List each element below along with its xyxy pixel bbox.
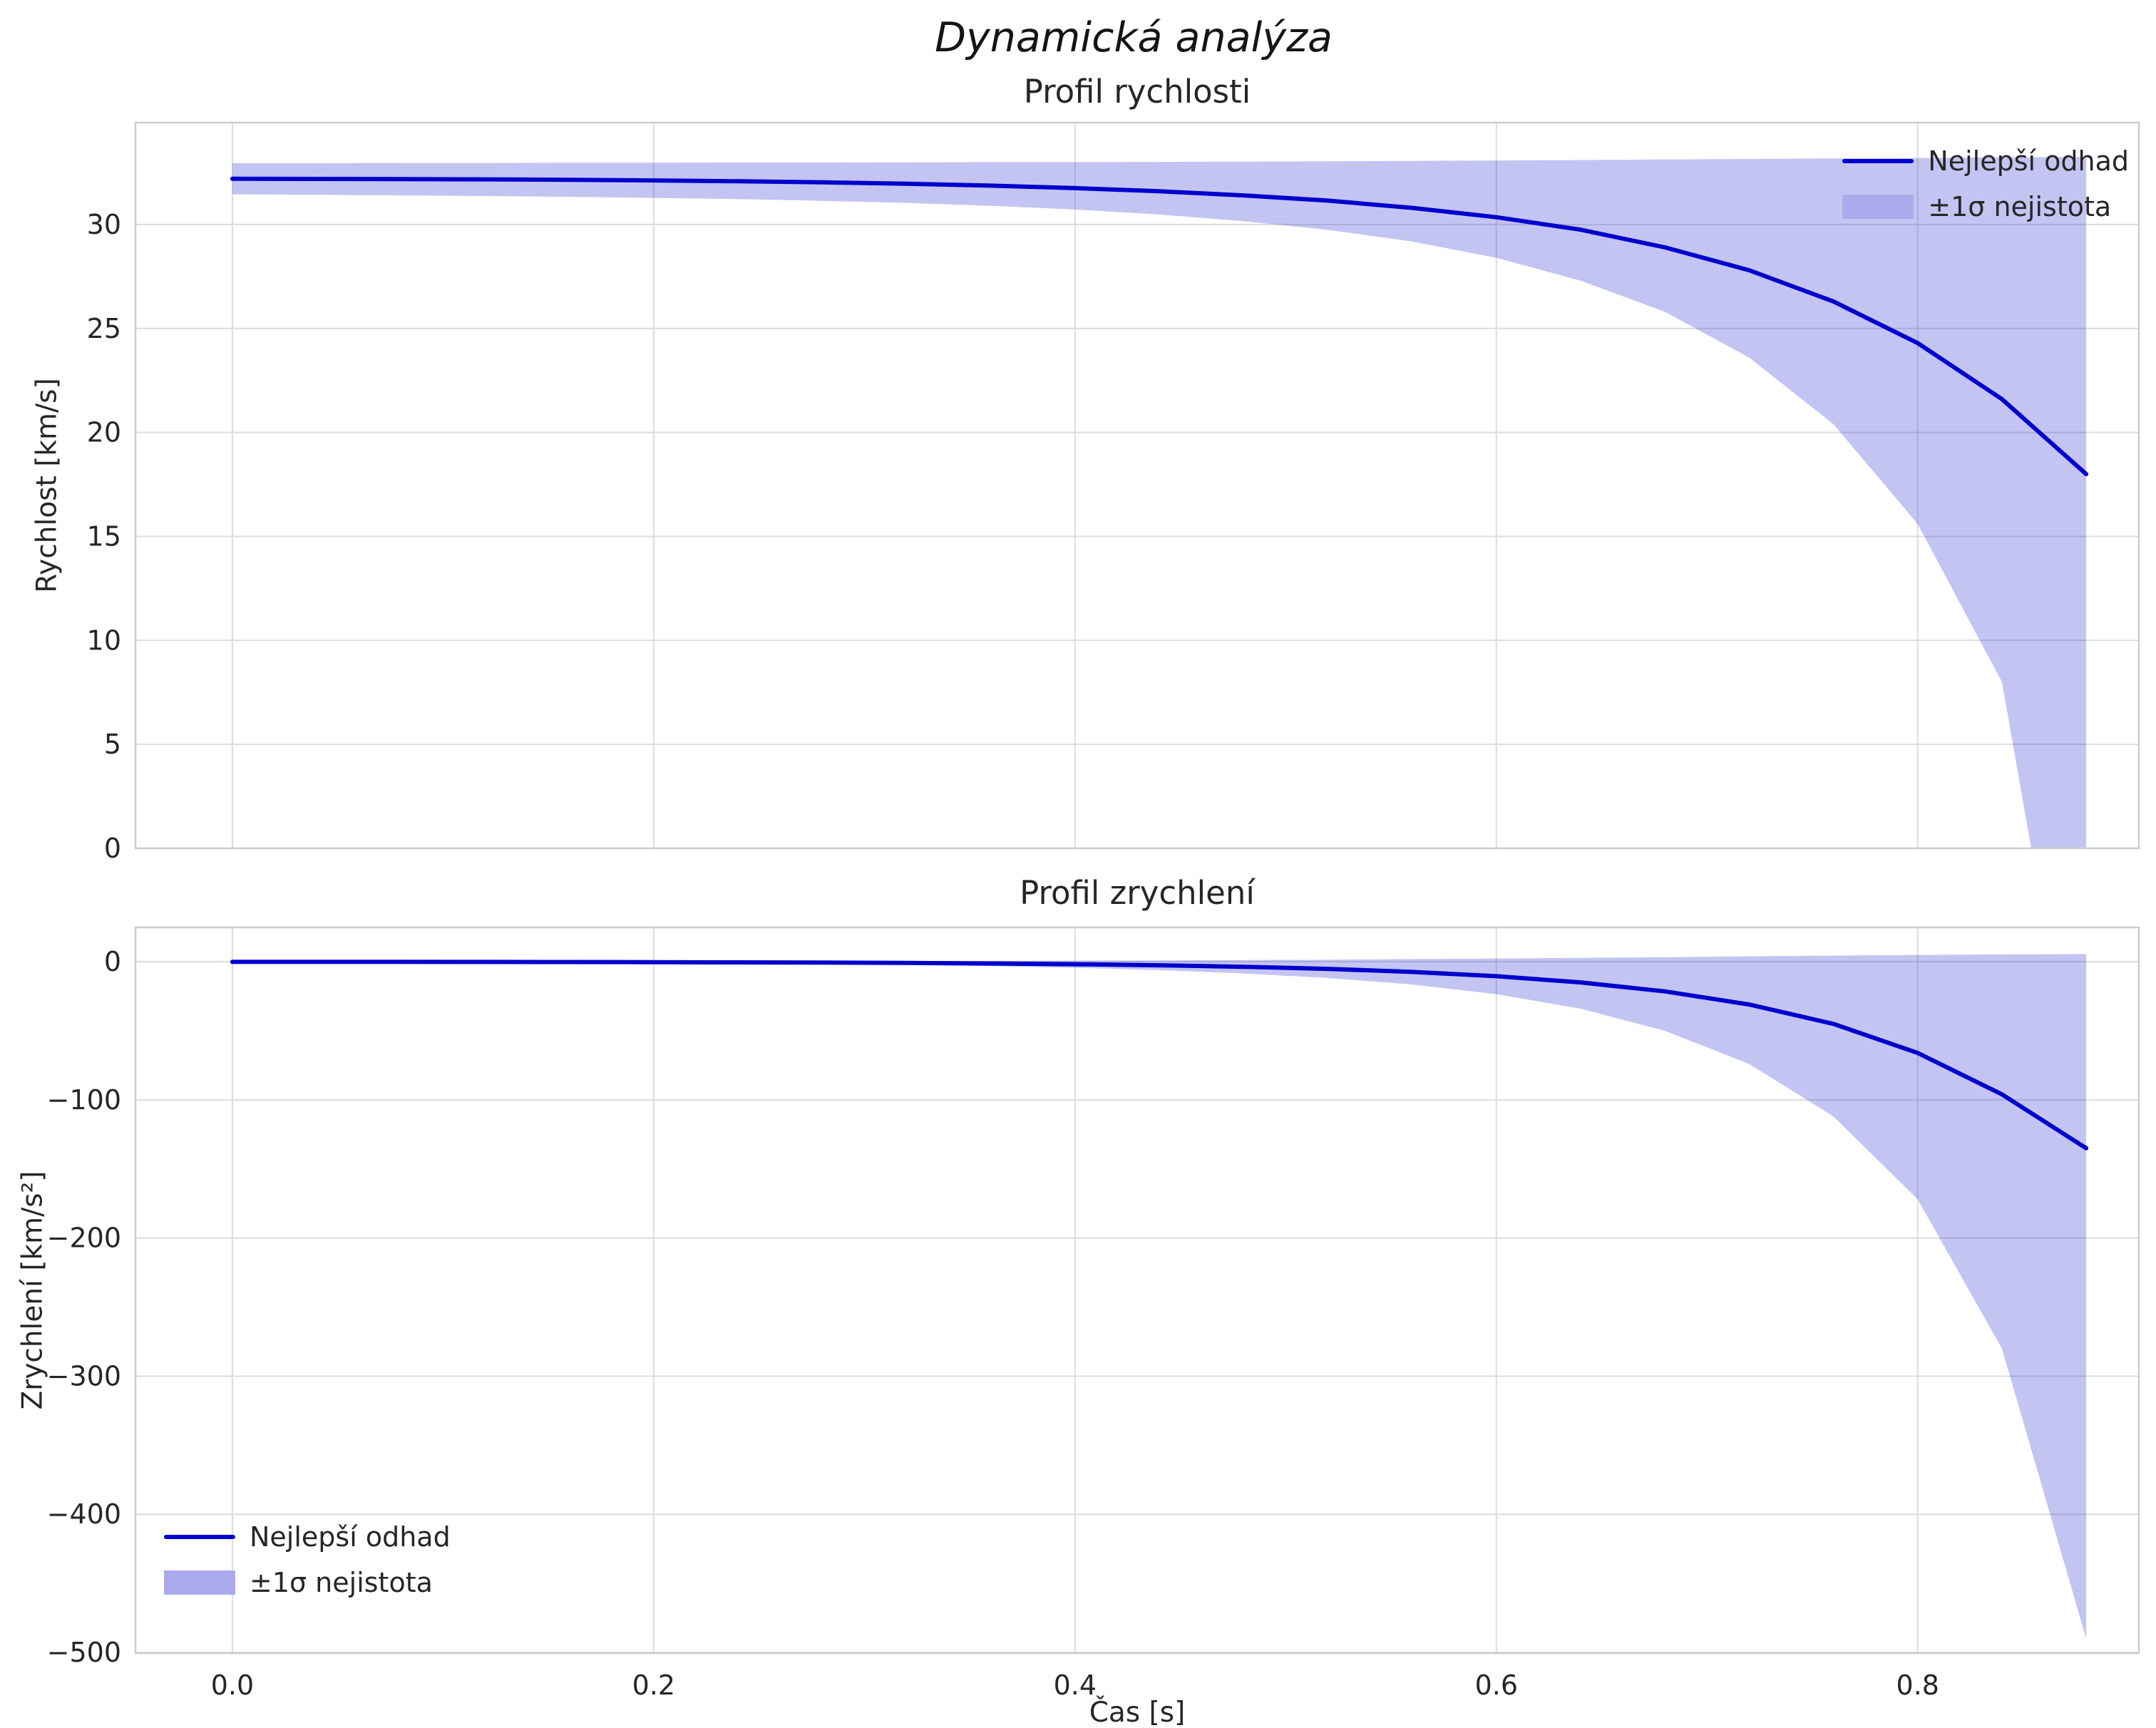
svg-text:−400: −400 xyxy=(47,1498,121,1530)
svg-text:10: 10 xyxy=(87,624,121,656)
svg-text:25: 25 xyxy=(87,313,121,344)
svg-text:0.0: 0.0 xyxy=(211,1670,254,1701)
svg-text:5: 5 xyxy=(104,729,121,760)
line-sample-icon xyxy=(164,1535,235,1539)
legend-entry-best-estimate: Nejlepší odhad xyxy=(1842,138,2129,184)
band-sample-icon xyxy=(1842,195,1914,219)
svg-text:20: 20 xyxy=(87,417,121,448)
x-axis-label: Čas [s] xyxy=(1089,1697,1186,1728)
svg-text:−100: −100 xyxy=(47,1084,121,1116)
svg-text:0: 0 xyxy=(104,946,121,977)
acceleration-plot-title: Profil zrychlení xyxy=(1020,874,1255,912)
acceleration-y-axis-label: Zrychlení [km/s²] xyxy=(16,1171,49,1410)
svg-text:0: 0 xyxy=(104,833,121,864)
legend-label-best-estimate: Nejlepší odhad xyxy=(1928,145,2129,177)
svg-text:0.2: 0.2 xyxy=(632,1670,675,1701)
line-sample-icon xyxy=(1842,159,1914,163)
svg-text:0.4: 0.4 xyxy=(1054,1670,1097,1701)
svg-text:30: 30 xyxy=(87,209,121,240)
svg-text:−300: −300 xyxy=(47,1360,121,1392)
legend-entry-uncertainty: ±1σ nejistota xyxy=(164,1560,451,1605)
svg-text:−500: −500 xyxy=(47,1637,121,1668)
velocity-plot-title: Profil rychlosti xyxy=(1023,73,1251,110)
legend-label-uncertainty: ±1σ nejistota xyxy=(1928,191,2112,222)
legend-label-best-estimate: Nejlepší odhad xyxy=(250,1521,451,1553)
legend-entry-best-estimate: Nejlepší odhad xyxy=(164,1514,451,1560)
acceleration-legend: Nejlepší odhad ±1σ nejistota xyxy=(164,1514,451,1605)
legend-entry-uncertainty: ±1σ nejistota xyxy=(1842,184,2129,230)
legend-label-uncertainty: ±1σ nejistota xyxy=(250,1567,433,1598)
velocity-legend: Nejlepší odhad ±1σ nejistota xyxy=(1842,138,2129,230)
band-sample-icon xyxy=(164,1570,235,1595)
svg-text:−200: −200 xyxy=(47,1223,121,1254)
velocity-y-axis-label: Rychlost [km/s] xyxy=(31,378,63,593)
svg-text:0.6: 0.6 xyxy=(1475,1670,1518,1701)
svg-text:0.8: 0.8 xyxy=(1896,1670,1939,1701)
figure-suptitle: Dynamická analýza xyxy=(935,14,1333,61)
svg-text:15: 15 xyxy=(87,520,121,552)
